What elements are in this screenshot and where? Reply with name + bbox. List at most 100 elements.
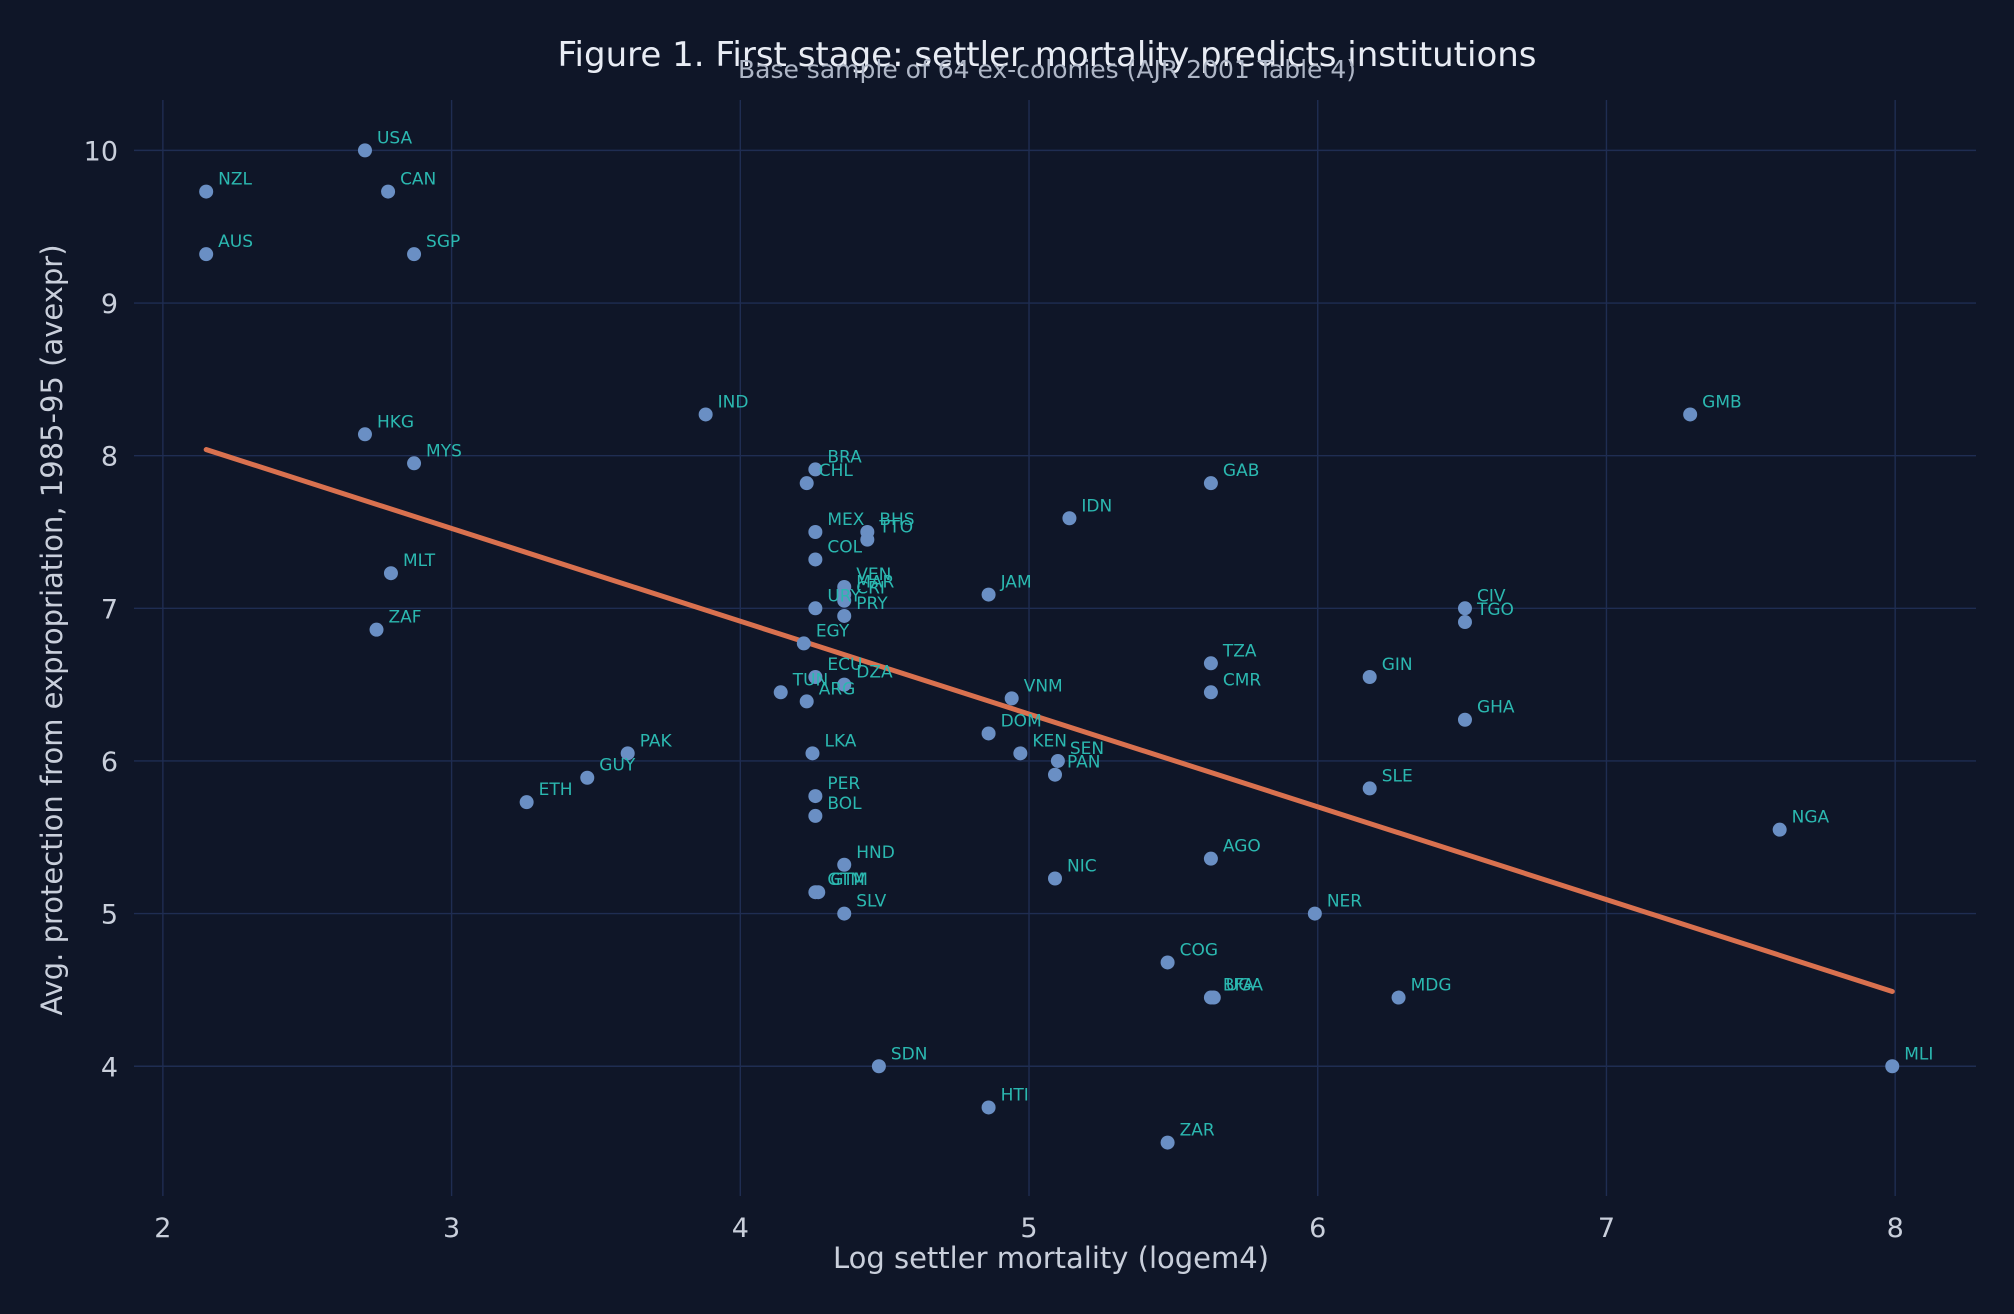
data-point-slv (837, 906, 852, 921)
x-tick-label: 3 (443, 1213, 460, 1244)
point-label-idn: IDN (1081, 496, 1112, 516)
point-label-mar: MAR (856, 573, 894, 593)
data-point-aus (199, 247, 214, 262)
point-label-sgp: SGP (426, 232, 460, 252)
data-point-pan (1048, 767, 1062, 782)
data-point-sgp (407, 247, 422, 262)
point-label-zar: ZAR (1180, 1121, 1215, 1141)
data-point-gha (1457, 712, 1472, 727)
point-label-bol: BOL (827, 794, 862, 814)
data-point-tto (860, 532, 875, 547)
point-label-nic: NIC (1067, 856, 1097, 876)
y-tick-label: 9 (101, 289, 118, 320)
point-label-vnm: VNM (1024, 676, 1063, 696)
point-label-mex: MEX (827, 510, 864, 530)
data-point-jam (981, 587, 996, 602)
point-label-civ: CIV (1477, 586, 1506, 606)
x-tick-label: 7 (1598, 1213, 1615, 1244)
point-label-ken: KEN (1032, 731, 1067, 751)
data-point-tza (1203, 656, 1218, 671)
point-label-dom: DOM (1001, 711, 1042, 731)
grid-lines (134, 100, 1976, 1196)
point-label-mli: MLI (1904, 1044, 1933, 1064)
point-label-ecu: ECU (827, 655, 862, 675)
point-label-bhs: BHS (879, 510, 914, 530)
data-points (199, 143, 1900, 1150)
fit-line-group (203, 447, 1895, 994)
point-label-gab: GAB (1223, 461, 1259, 481)
data-point-gin (1362, 670, 1377, 685)
point-label-egy: EGY (816, 621, 850, 641)
data-point-idn (1062, 511, 1077, 526)
data-point-chl (799, 476, 814, 491)
data-point-ecu (808, 670, 823, 685)
point-label-gha: GHA (1477, 698, 1515, 718)
point-label-aus: AUS (218, 232, 253, 252)
point-label-slv: SLV (856, 892, 886, 912)
y-axis-label: Avg. protection from expropriation, 1985… (35, 244, 69, 1015)
x-tick-label: 8 (1887, 1213, 1904, 1244)
data-point-mex (808, 524, 823, 539)
point-label-ind: IND (718, 392, 749, 412)
point-label-dza: DZA (856, 663, 893, 683)
point-label-bra: BRA (827, 447, 862, 467)
data-point-dom (981, 726, 996, 741)
data-point-vnm (1004, 691, 1019, 706)
data-point-nic (1048, 871, 1062, 886)
point-label-per: PER (827, 774, 860, 794)
point-label-cog: COG (1180, 940, 1218, 960)
point-label-nga: NGA (1792, 808, 1830, 828)
data-point-zaf (369, 622, 384, 637)
data-point-ago (1203, 851, 1218, 866)
point-label-cmr: CMR (1223, 670, 1262, 690)
data-point-gab (1203, 476, 1218, 491)
data-point-dza (837, 677, 852, 692)
point-label-lka: LKA (824, 731, 856, 751)
point-label-mdg: MDG (1411, 976, 1452, 996)
data-point-gmb (1683, 407, 1698, 422)
data-point-cog (1160, 955, 1175, 970)
data-point-sle (1362, 781, 1377, 796)
data-point-lka (805, 746, 820, 761)
data-point-cmr (1203, 685, 1218, 700)
point-label-hkg: HKG (377, 412, 414, 432)
data-point-hkg (357, 427, 372, 442)
point-label-tto: TTO (878, 518, 913, 538)
y-tick-label: 8 (101, 442, 118, 473)
data-point-mdg (1391, 990, 1406, 1005)
point-label-ven: VEN (856, 565, 891, 585)
data-point-nzl (199, 184, 214, 199)
point-label-ago: AGO (1223, 837, 1261, 857)
data-point-per (808, 789, 823, 804)
data-point-ind (698, 407, 713, 422)
y-tick-label: 6 (101, 747, 118, 778)
data-point-col (808, 552, 823, 567)
data-point-ury (808, 601, 823, 616)
point-label-hnd: HND (856, 843, 895, 863)
point-label-eth: ETH (539, 780, 573, 800)
point-label-chl: CHL (819, 461, 854, 481)
y-tick-label: 4 (101, 1052, 118, 1083)
point-label-pan: PAN (1067, 753, 1101, 773)
data-point-eth (519, 795, 534, 810)
point-label-col: COL (827, 537, 862, 557)
data-point-bra (808, 462, 823, 477)
data-point-mys (407, 456, 422, 471)
data-point-guy (580, 770, 595, 785)
tick-labels: 2 3 4 5 6 7 8 4 5 6 7 8 9 10 (84, 136, 1904, 1244)
y-tick-label: 5 (101, 900, 118, 931)
data-point-hnd (837, 857, 852, 872)
data-point-uga (1206, 990, 1221, 1005)
point-label-sle: SLE (1382, 766, 1413, 786)
data-point-can (381, 184, 396, 199)
data-point-civ (1457, 601, 1472, 616)
data-point-ken (1013, 746, 1028, 761)
point-label-arg: ARG (819, 679, 856, 699)
data-point-hti (981, 1100, 996, 1115)
data-point-pry (837, 608, 852, 623)
data-point-gtm (811, 885, 826, 900)
data-point-arg (799, 694, 814, 709)
point-label-sen: SEN (1070, 739, 1104, 759)
